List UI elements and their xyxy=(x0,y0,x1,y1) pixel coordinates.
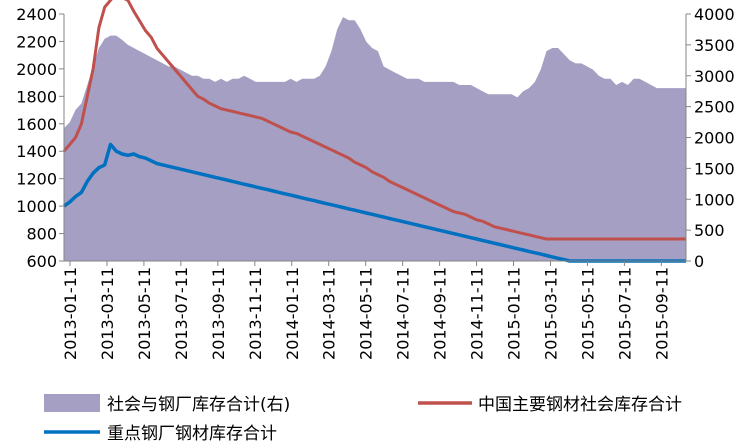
y-left-tick-label: 2400 xyxy=(16,5,57,24)
x-tick-label: 2014-05-11 xyxy=(357,267,376,360)
axes: 600 800 1000 1200 1400 1600 1800 2000 2200 2400 0 5… xyxy=(16,5,734,360)
y-left-tick-label: 1600 xyxy=(16,115,57,134)
series-line-1 xyxy=(62,0,686,241)
y-left-tick-label: 2200 xyxy=(16,32,57,51)
x-tick-label: 2013-11-11 xyxy=(246,267,265,360)
y-right-tick-label: 1500 xyxy=(694,159,735,178)
x-tick-label: 2013-05-11 xyxy=(135,267,154,360)
legend-label-0: 社会与钢厂库存合计(右) xyxy=(107,395,290,415)
x-tick-label: 2014-01-11 xyxy=(283,267,302,360)
x-tick-label: 2015-07-11 xyxy=(615,267,634,360)
y-right-tick-label: 4000 xyxy=(694,5,735,24)
y-right-tick-label: 500 xyxy=(694,221,725,240)
y-left-tick-label: 800 xyxy=(26,225,57,244)
legend-label-2: 重点钢厂钢材库存合计 xyxy=(107,424,277,444)
x-tick-label: 2014-09-11 xyxy=(431,267,450,360)
y-left-tick-label: 2000 xyxy=(16,60,57,79)
y-left-tick-label: 1800 xyxy=(16,87,57,106)
y-left-tick-label: 600 xyxy=(26,252,57,271)
x-tick-label: 2014-03-11 xyxy=(320,267,339,360)
y-right-tick-label: 1000 xyxy=(694,190,735,209)
y-right-tick-label: 0 xyxy=(694,252,704,271)
y-left-tick-label: 1400 xyxy=(16,142,57,161)
x-tick-label: 2013-07-11 xyxy=(172,267,191,360)
x-tick-label: 2013-03-11 xyxy=(98,267,117,360)
y-left-tick-label: 1000 xyxy=(16,197,57,216)
x-tick-label: 2014-07-11 xyxy=(394,267,413,360)
x-tick-label: 2013-01-11 xyxy=(61,267,80,360)
x-tick-label: 2015-03-11 xyxy=(541,267,560,360)
y-right-tick-label: 3500 xyxy=(694,36,735,55)
x-tick-label: 2014-11-11 xyxy=(468,267,487,360)
y-right-tick-label: 3000 xyxy=(694,67,735,86)
x-tick-label: 2015-05-11 xyxy=(578,267,597,360)
y-left-tick-label: 1200 xyxy=(16,170,57,189)
x-tick-label: 2015-09-11 xyxy=(652,267,671,360)
x-tick-label: 2015-01-11 xyxy=(505,267,524,360)
legend-label-1: 中国主要钢材社会库存合计 xyxy=(478,395,682,415)
legend-swatch-area xyxy=(44,394,100,412)
x-tick-label: 2013-09-11 xyxy=(209,267,228,360)
y-right-tick-label: 2000 xyxy=(694,129,735,148)
series-area-0 xyxy=(64,17,686,261)
y-right-tick-label: 2500 xyxy=(694,98,735,117)
